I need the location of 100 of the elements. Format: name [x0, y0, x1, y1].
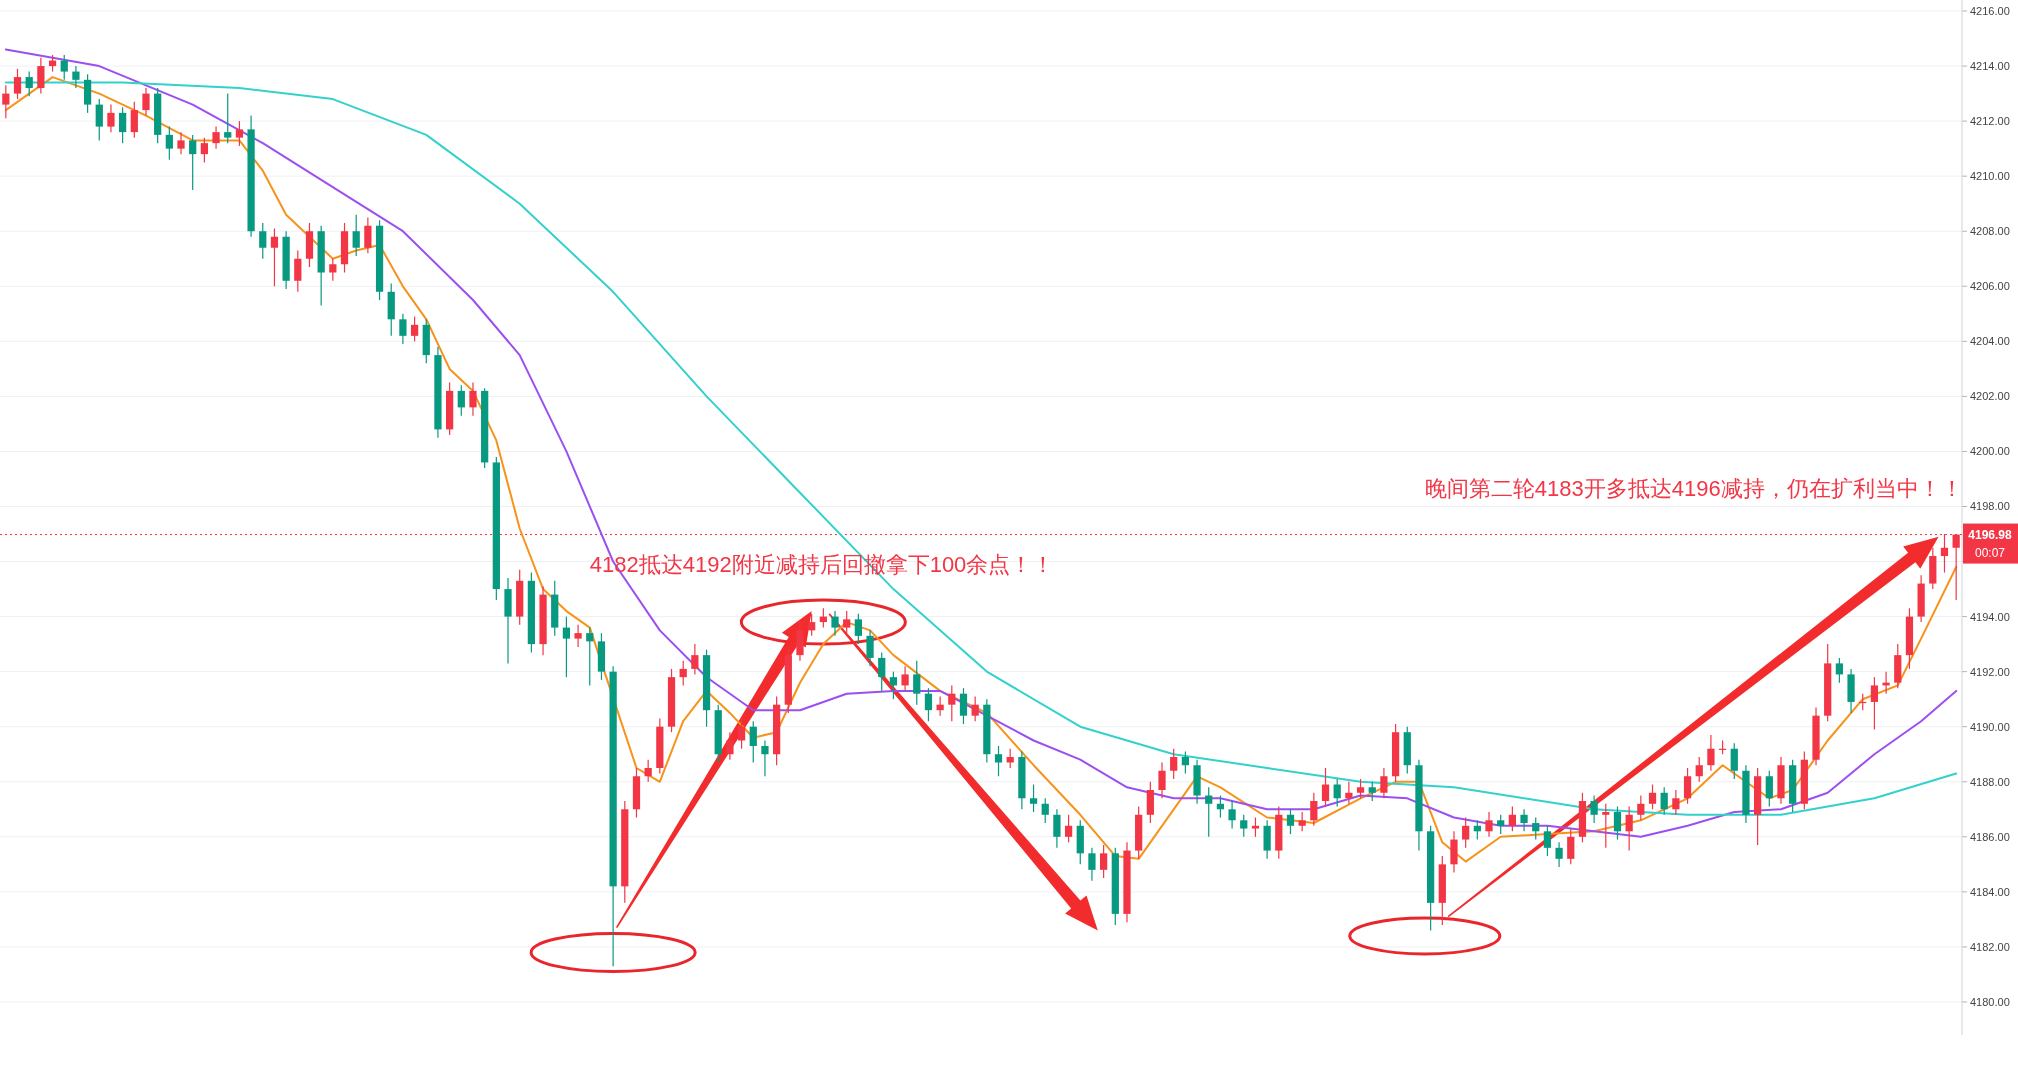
candlestick [1029, 783, 1038, 813]
candlestick [1310, 792, 1318, 827]
candlestick [25, 70, 33, 97]
candlestick [1683, 767, 1692, 805]
candlestick [761, 739, 769, 777]
candlestick [1053, 808, 1061, 849]
candlestick [726, 731, 734, 761]
candlestick [1298, 811, 1306, 832]
candlestick [119, 106, 127, 144]
candlestick [971, 695, 979, 722]
candlestick [749, 720, 757, 764]
candlestick [2, 84, 10, 119]
candlestick [469, 382, 477, 417]
candlestick [959, 687, 968, 725]
candlestick [189, 134, 197, 191]
candlestick [1380, 767, 1388, 799]
candlestick [165, 126, 173, 161]
candlestick [1590, 794, 1598, 824]
candlestick [1240, 814, 1248, 838]
candlestick [808, 613, 816, 637]
candlestick [1637, 794, 1645, 821]
candlestick [901, 665, 909, 692]
candlestick [889, 671, 898, 700]
ref-line-label: 4196.98 [1968, 527, 2013, 542]
candlestick [1485, 811, 1493, 838]
candlestick [270, 227, 279, 287]
candlestick [562, 616, 571, 678]
candlestick [1555, 841, 1563, 868]
candlestick [1064, 814, 1073, 843]
candlestick [294, 249, 302, 293]
text: 00:07 [1974, 545, 2006, 560]
candlestick [235, 120, 244, 147]
candlestick [1695, 756, 1703, 783]
candlestick [37, 57, 45, 95]
y-tick-label: 4198.00 [1970, 500, 2010, 513]
candlestick [1228, 800, 1236, 830]
candlestick [854, 613, 862, 645]
candlestick [1205, 786, 1213, 838]
candlestick [574, 624, 582, 648]
candlestick [1613, 805, 1622, 841]
candlestick [1672, 789, 1680, 816]
candlestick [95, 98, 103, 141]
y-tick-label: 4190.00 [1970, 720, 2010, 733]
y-tick-label: 4210.00 [1970, 170, 2010, 183]
candlestick [1602, 803, 1610, 849]
candlestick [924, 687, 933, 722]
candlestick [410, 315, 419, 342]
candlestick [1625, 805, 1633, 852]
y-tick-label: 4188.00 [1970, 775, 2010, 788]
candlestick [1520, 808, 1528, 832]
candlestick [130, 101, 138, 139]
candlestick [107, 104, 115, 133]
candlestick [1730, 742, 1738, 780]
candlestick [878, 651, 886, 692]
candlestick [177, 131, 185, 155]
candlestick [212, 126, 220, 150]
y-tick-label: 4202.00 [1970, 390, 2010, 403]
candlestick [1462, 816, 1470, 849]
candlestick [329, 258, 337, 282]
y-tick-label: 4180.00 [1970, 995, 2010, 1008]
candlestick [831, 610, 839, 637]
candlestick [1158, 761, 1166, 799]
y-tick-label: 4182.00 [1970, 940, 2010, 953]
candlestick [1251, 816, 1260, 838]
candlestick [13, 68, 22, 100]
y-tick-label: 4206.00 [1970, 280, 2010, 293]
candlestick [1707, 734, 1715, 772]
candlestick [224, 92, 232, 144]
y-tick-label: 4216.00 [1970, 5, 2010, 18]
y-tick-label: 4194.00 [1970, 610, 2010, 623]
candlestick [1532, 816, 1540, 841]
candlestick [913, 660, 921, 706]
candlestick [1870, 676, 1879, 731]
candlestick [1286, 808, 1295, 835]
candlestick [1100, 844, 1108, 879]
candlestick [994, 745, 1003, 777]
candlestick [1088, 847, 1096, 882]
candlestick [1321, 767, 1330, 808]
candlestick [1356, 778, 1365, 799]
candlestick [399, 313, 407, 345]
candlestick [1041, 797, 1049, 824]
candlestick [1368, 781, 1376, 802]
candlestick [1497, 814, 1505, 835]
candlestick [644, 759, 652, 783]
candlestick [60, 54, 68, 81]
candlestick [1835, 657, 1843, 684]
y-tick-label: 4212.00 [1970, 115, 2010, 128]
candlestick [691, 643, 699, 675]
candlestick [352, 214, 360, 257]
candlestick [142, 87, 150, 117]
candlestick [679, 660, 687, 687]
y-tick-label: 4214.00 [1970, 60, 2010, 73]
candlestick [843, 610, 851, 634]
y-tick-label: 4204.00 [1970, 335, 2010, 348]
candlestick [1508, 805, 1516, 832]
candlestick [72, 65, 80, 89]
candlestick [259, 222, 267, 260]
y-tick-label: 4184.00 [1970, 885, 2010, 898]
candlestick [1181, 750, 1189, 775]
candlestick [364, 216, 372, 254]
